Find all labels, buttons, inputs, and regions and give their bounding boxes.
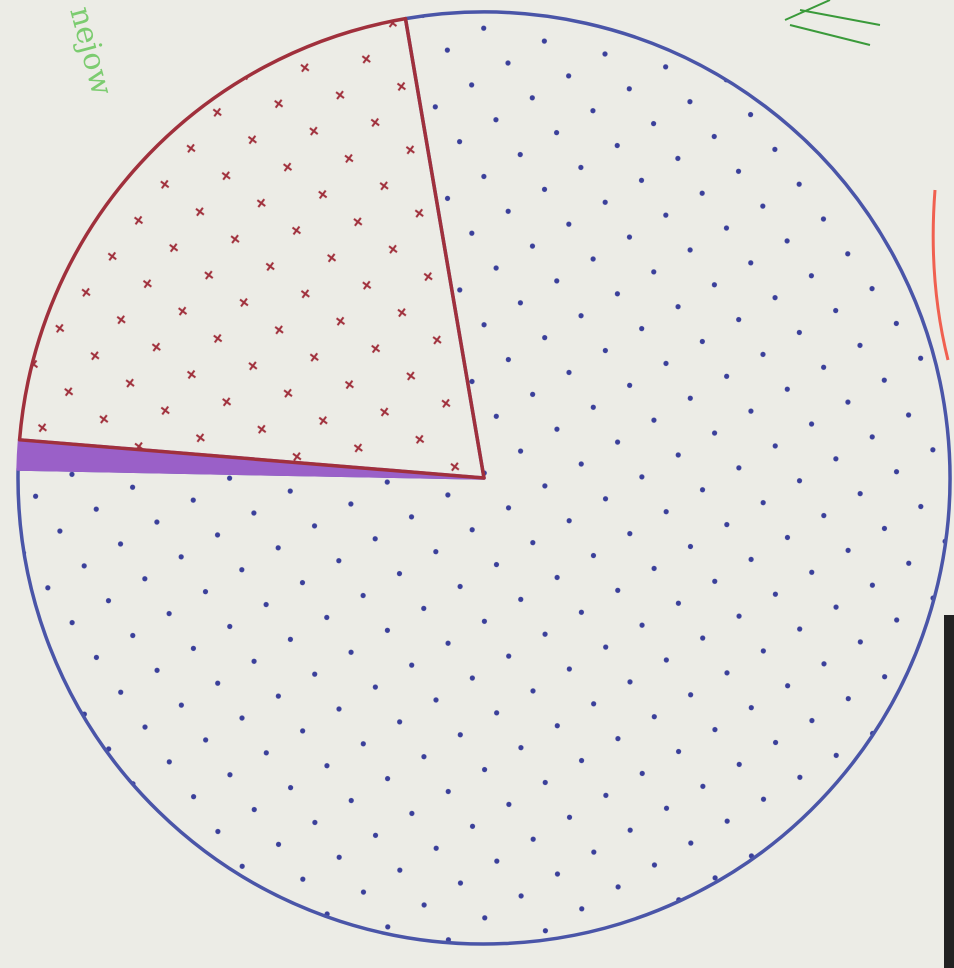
corner-doodle	[784, 0, 881, 46]
pie-slice	[17, 16, 486, 480]
pie	[16, 10, 952, 946]
edge-mark	[944, 615, 954, 968]
edge-mark	[931, 189, 950, 361]
